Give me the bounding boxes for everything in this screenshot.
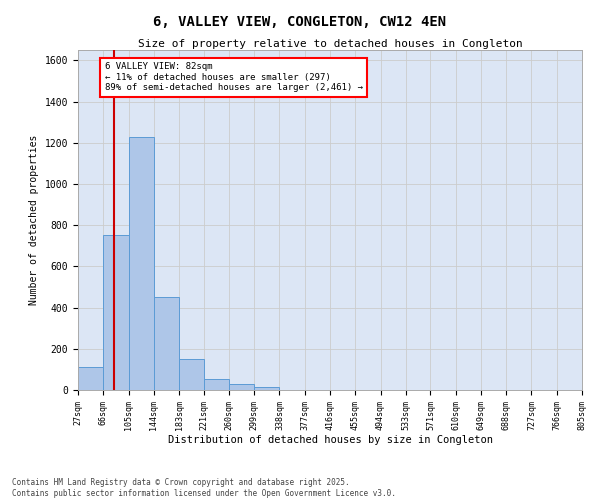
- Text: 6, VALLEY VIEW, CONGLETON, CW12 4EN: 6, VALLEY VIEW, CONGLETON, CW12 4EN: [154, 15, 446, 29]
- Bar: [203, 378, 229, 390]
- Bar: [103, 236, 128, 390]
- Bar: [179, 359, 203, 390]
- Bar: [78, 368, 103, 390]
- X-axis label: Distribution of detached houses by size in Congleton: Distribution of detached houses by size …: [167, 436, 493, 446]
- Bar: [128, 136, 154, 390]
- Text: Contains HM Land Registry data © Crown copyright and database right 2025.
Contai: Contains HM Land Registry data © Crown c…: [12, 478, 396, 498]
- Text: 6 VALLEY VIEW: 82sqm
← 11% of detached houses are smaller (297)
89% of semi-deta: 6 VALLEY VIEW: 82sqm ← 11% of detached h…: [104, 62, 362, 92]
- Bar: [254, 387, 280, 390]
- Y-axis label: Number of detached properties: Number of detached properties: [29, 135, 39, 305]
- Bar: [229, 384, 254, 390]
- Title: Size of property relative to detached houses in Congleton: Size of property relative to detached ho…: [137, 39, 523, 49]
- Bar: [154, 298, 179, 390]
